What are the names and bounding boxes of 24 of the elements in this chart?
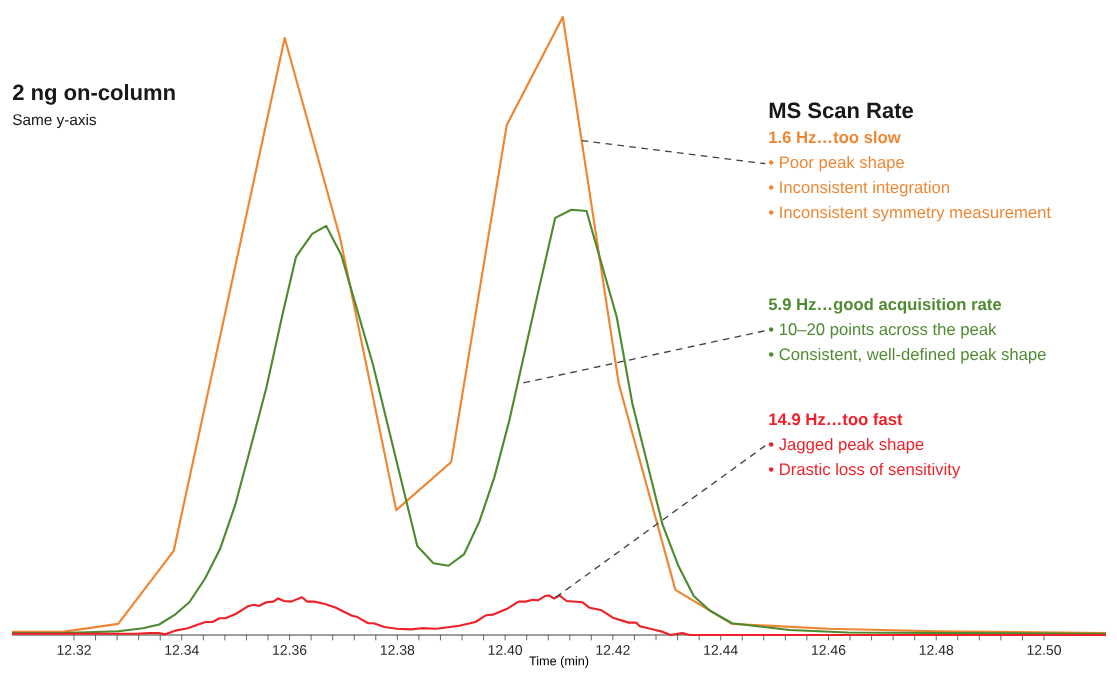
annotation: • Inconsistent symmetry measurement [768,205,1051,222]
x-tick-label: 12.38 [380,645,415,655]
annotation: • Jagged peak shape [768,437,924,454]
annotation: • Poor peak shape [768,155,904,172]
text: Same y-axis [12,113,97,129]
text: 5.9 Hz…good acquisition rate [768,297,1002,314]
x-tick-label: 12.40 [488,645,523,655]
x-tick-label: 12.48 [919,645,954,655]
x-tick-label: 12.42 [596,645,630,655]
legend-title: MS Scan Rate [769,102,913,119]
x-tick-label: 12.46 [812,645,846,655]
text: 1.6 Hz…too slow [769,130,901,144]
annotation: • Drastic loss of sensitivity [768,462,961,479]
annotation: • 10–20 points across the peak [768,322,997,339]
x-tick-label: 12.50 [1027,645,1061,655]
x-tick-label: 12.36 [273,645,307,655]
x-tick-label: 12.32 [57,645,91,655]
annotation: • Consistent, well-defined peak shape [768,347,1046,364]
text: 14.9 Hz…too fast [769,412,903,426]
x-tick-label: 12.34 [165,645,199,655]
x-tick-label: 12.44 [704,645,738,655]
x-axis-title: Time (min) [529,656,589,668]
annotation: • Inconsistent integration [768,180,950,197]
text: 2 ng on-column [13,84,175,105]
